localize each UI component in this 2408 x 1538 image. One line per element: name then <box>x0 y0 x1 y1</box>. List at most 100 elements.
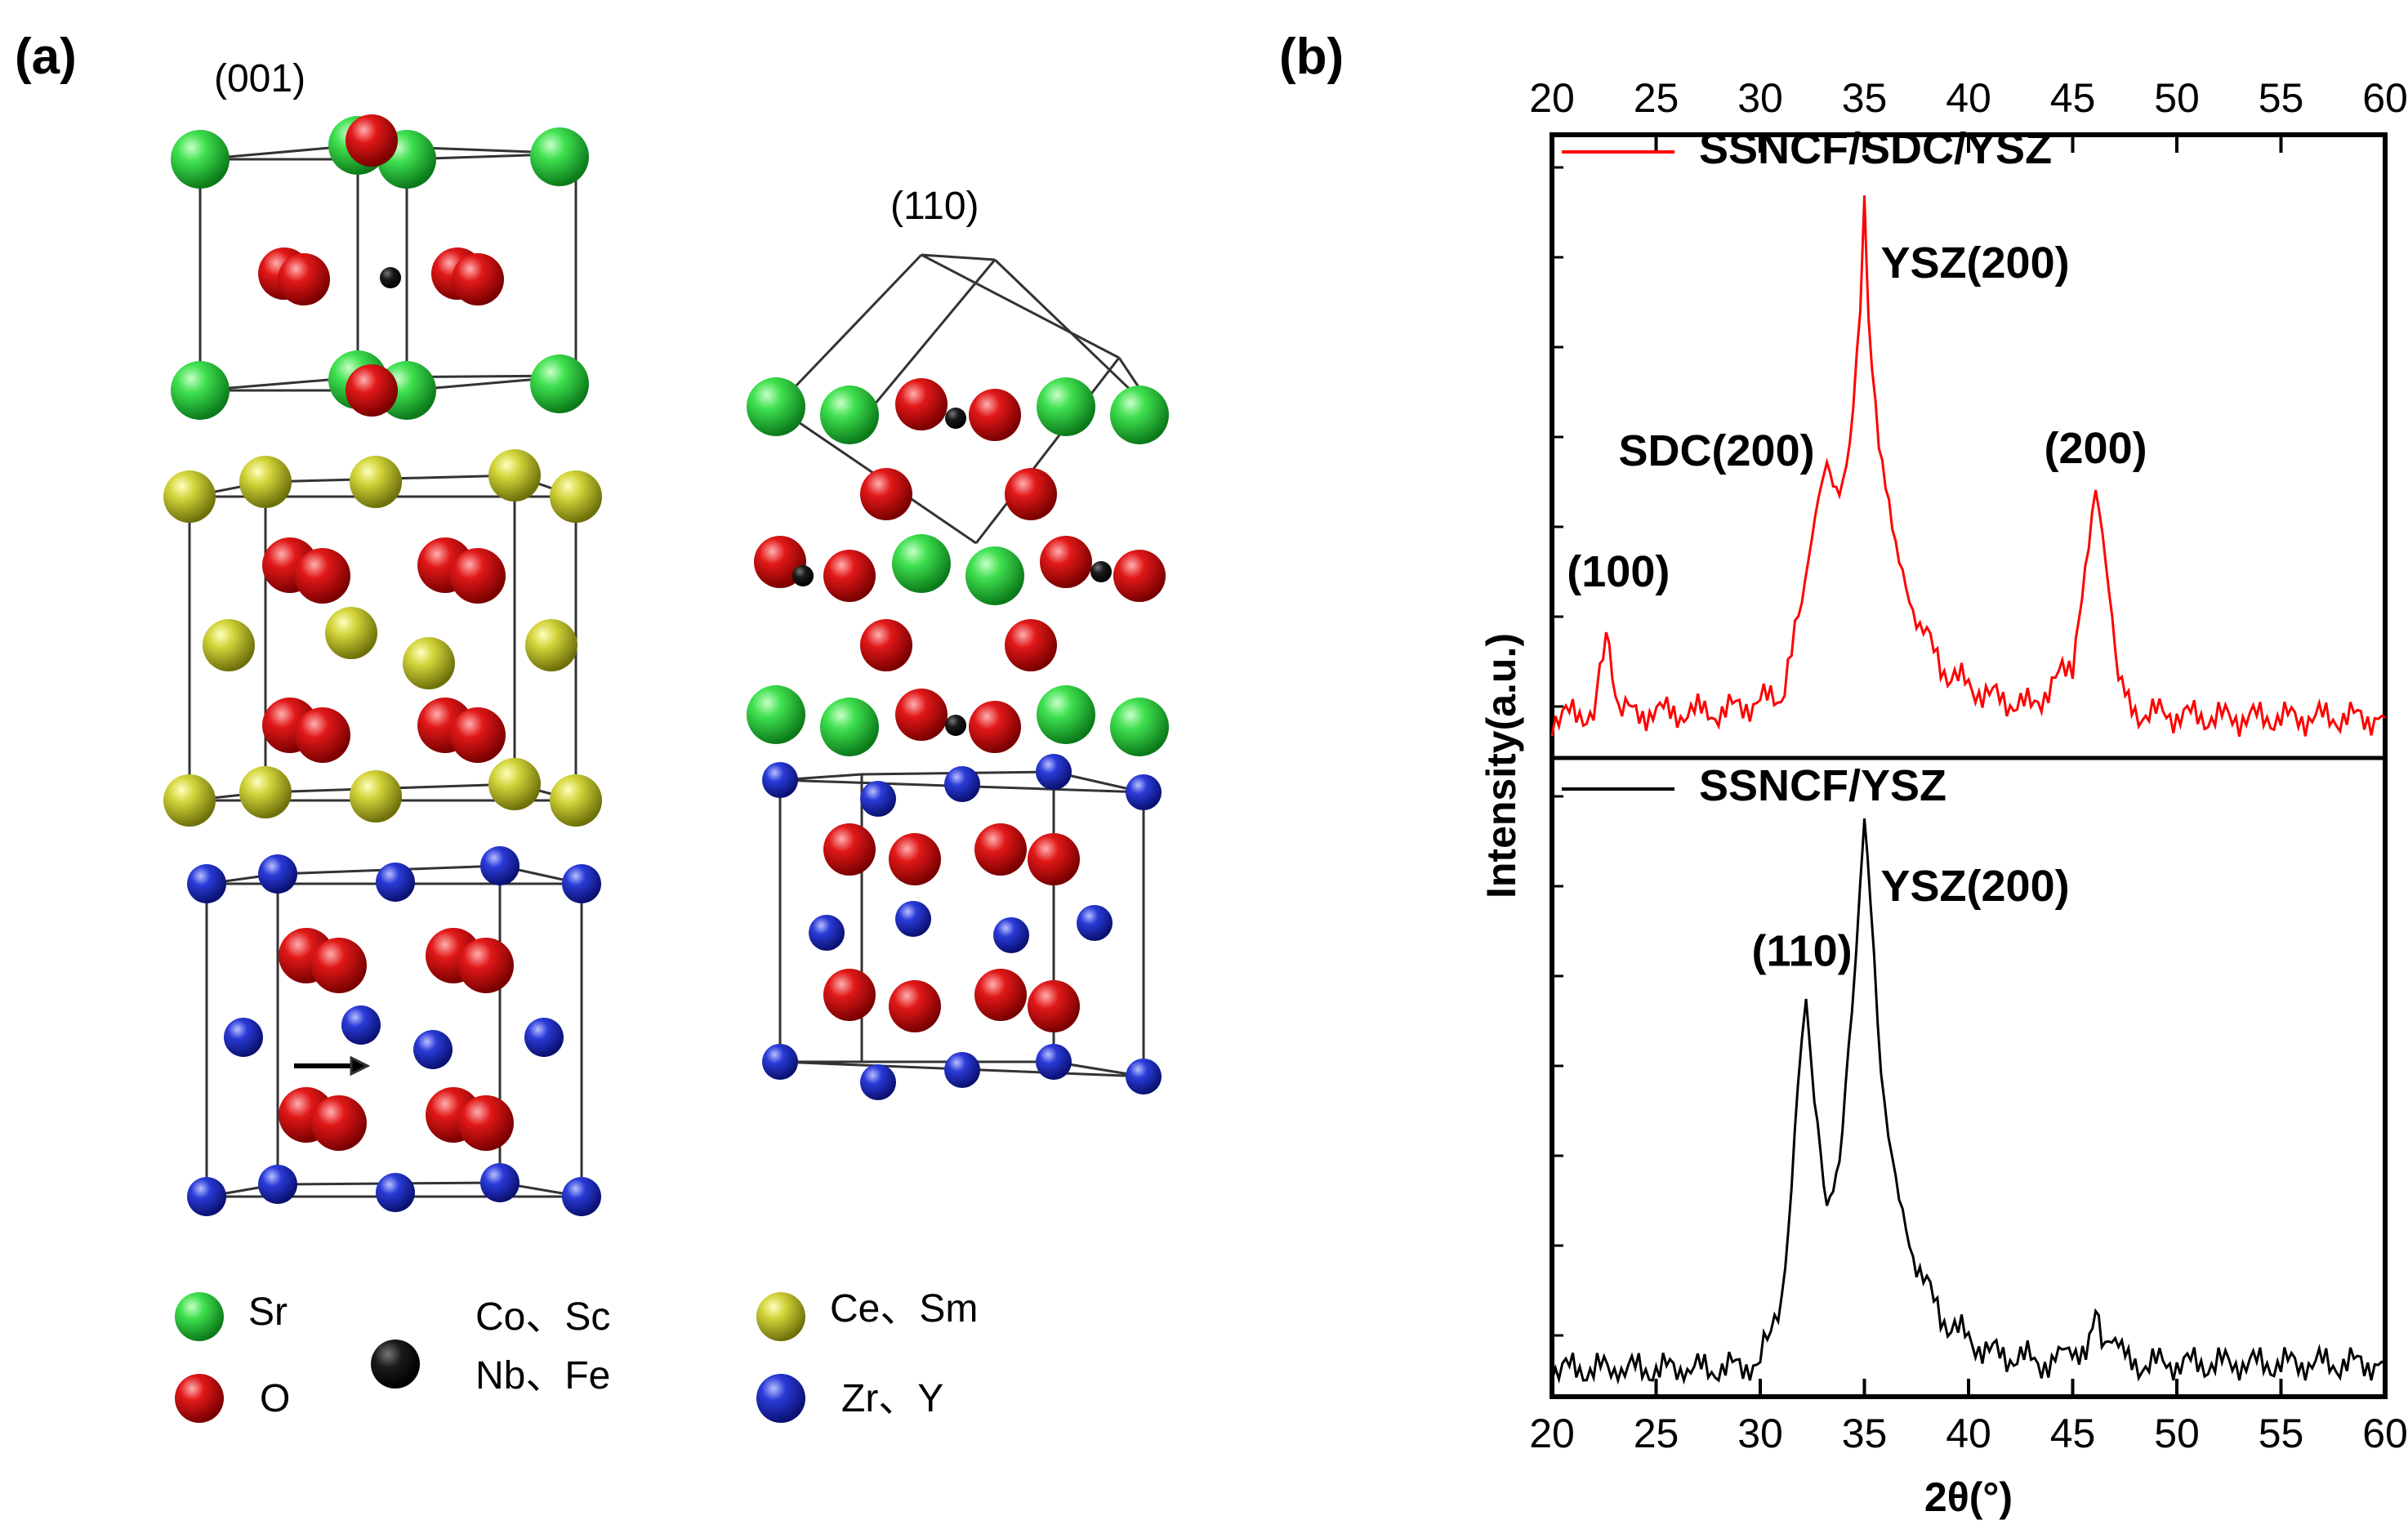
peak-label: (100) <box>1567 547 1670 596</box>
legend-ce-swatch <box>756 1292 805 1341</box>
legend-bsite-line2: Nb、Fe <box>475 1354 610 1398</box>
sr-atom <box>530 127 589 186</box>
zr-atom <box>1036 1044 1072 1080</box>
o-atom <box>452 253 504 305</box>
sr-atom <box>171 130 230 189</box>
zr-atom <box>376 1173 415 1212</box>
legend-zr-swatch <box>756 1374 805 1423</box>
zr-atom <box>341 1005 381 1045</box>
sr-atom <box>530 354 589 413</box>
x-tick-label-top: 25 <box>1634 75 1679 121</box>
zr-atom <box>1126 1059 1162 1094</box>
zr-atom <box>895 901 931 937</box>
zr-atom <box>1077 905 1113 941</box>
ce-atom <box>403 637 455 689</box>
zr-atom <box>809 915 845 951</box>
sr-atom <box>171 361 230 420</box>
o-atom <box>895 689 948 741</box>
x-tick-label-bottom: 40 <box>1946 1411 1991 1456</box>
legend-o-label: O <box>260 1377 290 1420</box>
zr-atom <box>762 1044 798 1080</box>
ce-atom <box>163 470 216 523</box>
ce-atom <box>325 607 377 659</box>
sr-atom <box>1037 377 1095 436</box>
zr-atom <box>562 864 601 903</box>
x-tick-label-top: 20 <box>1529 75 1575 121</box>
arrow-head-icon <box>350 1055 371 1077</box>
x-tick-label-bottom: 60 <box>2362 1411 2408 1456</box>
legend-label: SSNCF/SDC/YSZ <box>1699 124 2052 173</box>
zr-atom <box>860 1064 896 1100</box>
series-line-ssncf-sdc-ysz <box>1550 195 2386 737</box>
zr-atom <box>480 1163 520 1202</box>
o-atom <box>1040 536 1092 588</box>
o-atom <box>295 707 350 763</box>
bond-line <box>921 253 1120 359</box>
ce-atom <box>550 470 602 523</box>
sr-atom <box>1037 685 1095 744</box>
legend-bsite-swatch <box>371 1340 420 1389</box>
o-atom <box>889 980 941 1032</box>
o-atom <box>311 938 367 993</box>
zr-atom <box>187 864 226 903</box>
x-tick-label-top: 45 <box>2050 75 2096 121</box>
x-tick-label-top: 40 <box>1946 75 1991 121</box>
zr-atom <box>1126 774 1162 810</box>
o-atom <box>278 253 330 305</box>
zr-atom <box>562 1177 601 1216</box>
crystal-structure-diagram <box>163 114 1169 1216</box>
x-tick-label-bottom: 20 <box>1529 1411 1575 1456</box>
peak-label: (200) <box>2045 424 2147 473</box>
o-atom <box>823 969 876 1021</box>
o-atom <box>889 833 941 885</box>
sr-atom <box>1110 386 1169 444</box>
ce-atom <box>550 774 602 827</box>
bond-line <box>856 259 997 426</box>
bond-line <box>974 357 1121 544</box>
x-tick-label-top: 60 <box>2362 75 2408 121</box>
o-atom <box>895 378 948 430</box>
o-atom <box>458 938 514 993</box>
panel-a-label: (a) <box>15 29 77 85</box>
zr-atom <box>413 1030 453 1069</box>
ce-atom <box>239 766 292 818</box>
peak-label: YSZ(200) <box>1881 862 2070 911</box>
sr-atom <box>965 546 1024 605</box>
legend-sr-swatch <box>175 1292 224 1341</box>
zr-atom <box>480 846 520 885</box>
zr-atom <box>187 1177 226 1216</box>
peak-label: (110) <box>1752 927 1853 976</box>
o-atom <box>969 389 1021 441</box>
y-axis-label: Intensity(a.u.) <box>1478 633 1524 898</box>
zr-atom <box>860 781 896 817</box>
b-site-atom <box>792 565 814 586</box>
zr-atom <box>524 1018 564 1057</box>
panel-b-label: (b) <box>1279 29 1344 85</box>
b-site-atom <box>945 408 966 429</box>
legend-sr-label: Sr <box>248 1291 288 1334</box>
o-atom <box>860 468 912 520</box>
peak-label: YSZ(200) <box>1881 239 2070 288</box>
zr-atom <box>944 1052 980 1088</box>
o-atom <box>1113 550 1166 602</box>
peak-label: SDC(200) <box>1619 426 1815 475</box>
legend-ce-label: Ce、Sm <box>830 1287 978 1331</box>
sr-atom <box>747 685 805 744</box>
series-line-ssncf-ysz <box>1550 818 2386 1385</box>
zr-atom <box>762 762 798 798</box>
legend-label: SSNCF/YSZ <box>1699 761 1946 810</box>
zr-atom <box>258 1165 297 1204</box>
plane-110-label: (110) <box>890 185 979 228</box>
x-tick-label-top: 55 <box>2259 75 2304 121</box>
zr-atom <box>258 854 297 894</box>
ce-atom <box>239 456 292 508</box>
o-atom <box>974 823 1027 876</box>
ce-atom <box>488 449 541 502</box>
sr-atom <box>820 698 879 756</box>
o-atom <box>450 548 506 604</box>
sr-atom <box>747 377 805 436</box>
zr-atom <box>376 863 415 902</box>
ce-atom <box>203 619 255 671</box>
x-tick-label-bottom: 45 <box>2050 1411 2096 1456</box>
